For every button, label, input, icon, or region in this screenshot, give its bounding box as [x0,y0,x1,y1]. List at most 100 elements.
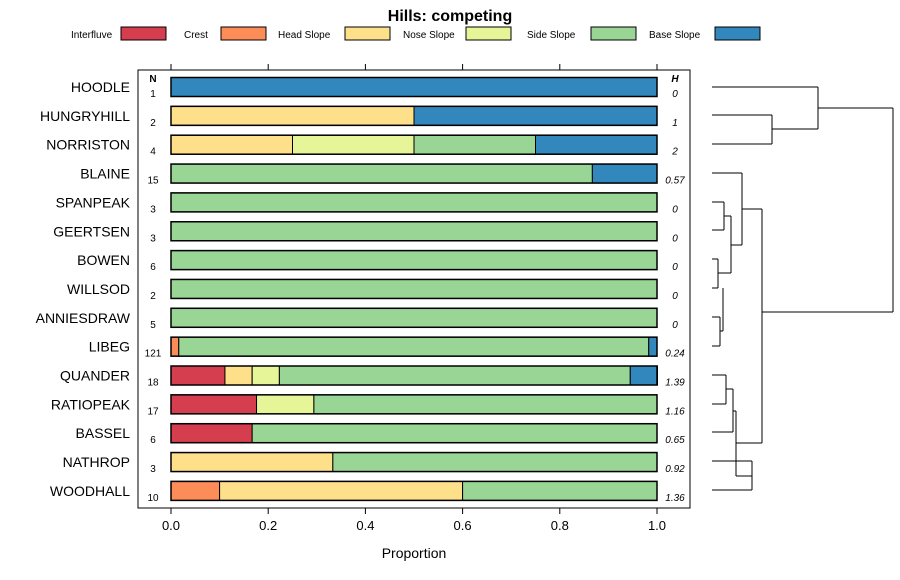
dendrogram-link [712,86,893,145]
n-value: 4 [150,147,156,158]
bar-segment [170,192,658,213]
h-value: 1 [672,118,678,129]
legend-label: Nose Slope [403,30,455,41]
bar-outline [170,221,658,242]
bar-segment [591,163,658,184]
plot-frame [137,69,691,509]
bar-segment [170,336,180,357]
bar-segment [292,134,415,155]
bar-segment [170,278,658,299]
x-tick-label: 1.0 [648,518,666,533]
bar-segment [629,365,658,386]
h-value: 0.24 [665,349,685,360]
h-value: 0.65 [665,435,685,446]
bar-segment [648,336,658,357]
category-label: BOWEN [77,252,130,268]
bar-segment [170,134,293,155]
x-tick-label: 0.0 [162,518,180,533]
bar-segment [278,365,631,386]
n-value: 2 [150,291,156,302]
bar-outline [170,278,658,300]
h-value: 0 [672,320,678,331]
dendrogram-link [712,172,762,245]
category-label: NATHROP [63,454,130,470]
n-value: 6 [150,262,156,273]
bar-outline [170,451,658,473]
legend-swatch [220,26,267,41]
h-value: 2 [671,147,678,158]
h-value: 0 [672,204,678,215]
dendrogram-link [712,411,762,491]
n-value: 2 [150,118,156,129]
dendrogram [712,86,894,491]
legend-label: Head Slope [278,30,331,41]
x-tick-label: 0.2 [259,518,277,533]
n-value: 6 [150,435,156,446]
bar-outline [170,394,658,415]
category-label: SPANPEAK [56,194,131,210]
category-label: HOODLE [71,79,130,95]
bar-segment [170,221,658,242]
h-value: 1.39 [665,378,685,389]
bar-outline [170,336,658,357]
legend-swatch [465,26,512,41]
n-value: 18 [147,378,159,389]
h-value: 0 [672,262,678,273]
bar-segment [332,452,658,473]
h-value: 0 [672,291,678,302]
category-label: BLAINE [80,166,130,182]
legend-label: Interfluve [71,30,113,41]
category-label: QUANDER [60,368,130,384]
n-value: 3 [150,233,156,244]
legend-swatch [714,26,761,41]
x-axis-label: Proportion [382,545,447,561]
dendrogram-link [761,108,894,443]
bars-group [170,76,658,502]
category-label: LIBEG [89,339,130,355]
bar-segment [170,480,221,501]
n-value: 3 [150,204,156,215]
bar-segment [170,307,658,328]
category-label: RATIOPEAK [51,396,131,412]
bar-segment [219,480,464,501]
h-value: 0.92 [665,464,685,475]
bar-segment [251,423,658,444]
x-tick-label: 0.6 [454,518,472,533]
legend-swatch [120,26,167,41]
dendrogram-link [712,201,742,289]
bar-segment [170,105,415,126]
h-value: 1.36 [665,493,685,504]
category-label: WILLSOD [67,281,130,297]
bar-segment [462,480,658,501]
n-value: 10 [147,493,159,504]
dendrogram-link [712,288,724,347]
h-value: 0 [672,233,678,244]
n-value: 3 [150,464,156,475]
bar-segment [224,365,253,386]
legend: Interfluve Crest Head Slope Nose Slope Side … [71,26,761,41]
bar-segment [170,163,593,184]
bar-segment [535,134,658,155]
bar-outline [170,192,658,213]
bar-segment [170,452,334,473]
n-value: 15 [147,176,159,187]
h-column-header: H [671,74,679,85]
bar-segment [170,250,658,271]
n-value: 5 [150,320,156,331]
bar-segment [251,365,280,386]
x-tick-label: 0.4 [356,518,374,533]
h-value: 0 [672,89,678,100]
bar-outline [170,249,658,271]
category-label: BASSEL [76,425,131,441]
bar-segment [256,394,315,415]
x-axis: 0.0 0.2 0.4 0.6 0.8 1.0 [162,64,666,533]
bar-segment [413,134,536,155]
bar-outline [170,76,658,98]
bar-segment [170,423,253,444]
bar-outline [170,480,658,502]
category-label: NORRISTON [46,137,130,153]
h-value: 1.16 [665,406,685,417]
bar-segment [178,336,650,357]
